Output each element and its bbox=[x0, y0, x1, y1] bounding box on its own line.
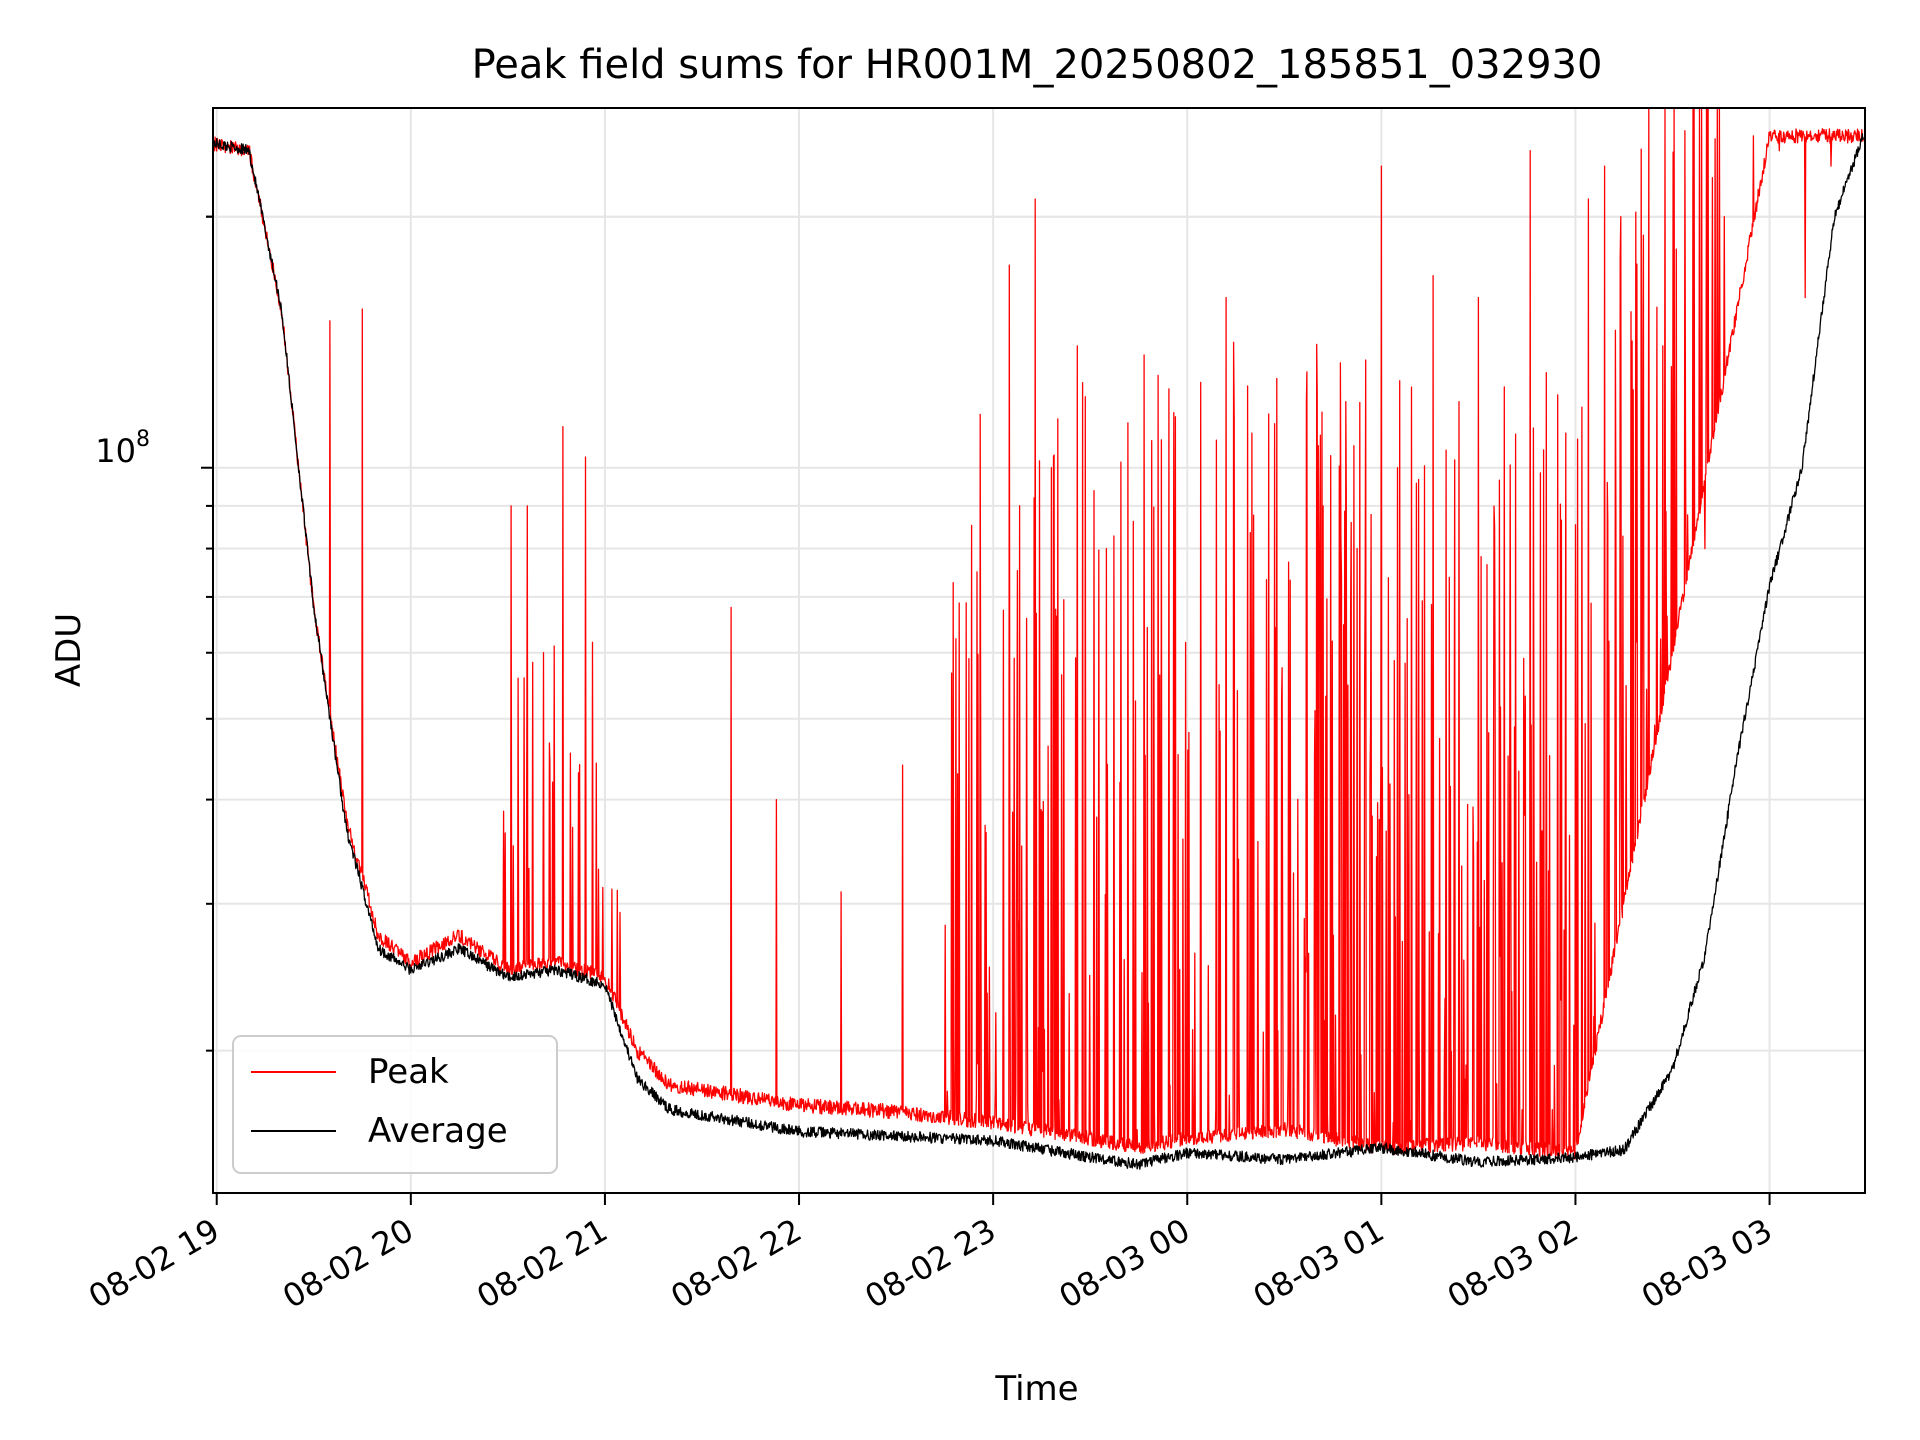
legend-average-label: Average bbox=[368, 1111, 508, 1151]
legend: Peak Average bbox=[232, 1035, 558, 1174]
axes-frame bbox=[212, 107, 1866, 1194]
legend-box bbox=[232, 1035, 558, 1174]
y-axis-ticks: 108 bbox=[95, 215, 213, 1052]
plot-area bbox=[212, 107, 1865, 1170]
series-line-average bbox=[212, 133, 1865, 1170]
y-axis-label: ADU bbox=[49, 613, 89, 687]
chart-title: Peak field sums for HR001M_20250802_1858… bbox=[472, 42, 1603, 88]
legend-peak-label: Peak bbox=[368, 1052, 449, 1092]
series-line-peak bbox=[212, 107, 1865, 1160]
y-tick-label-1e8: 108 bbox=[95, 427, 150, 470]
x-axis-label: Time bbox=[994, 1369, 1078, 1409]
